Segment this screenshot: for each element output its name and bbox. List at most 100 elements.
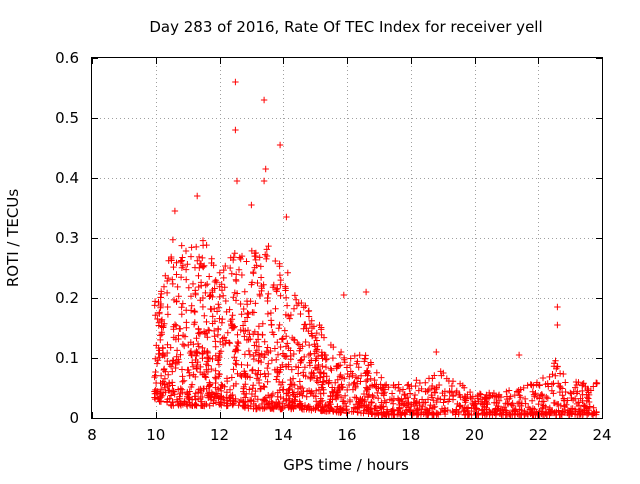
data-point	[265, 242, 272, 250]
data-point	[244, 327, 252, 334]
data-point	[302, 321, 309, 328]
data-point	[549, 371, 556, 378]
y-tick-label: 0.4	[55, 169, 79, 187]
data-point	[305, 313, 313, 320]
data-point	[227, 317, 234, 325]
data-point	[204, 358, 211, 365]
data-point	[251, 393, 259, 400]
data-point	[390, 395, 398, 402]
data-point	[376, 403, 384, 411]
data-point	[158, 331, 165, 338]
data-point	[349, 372, 356, 379]
data-point	[220, 274, 227, 282]
data-point	[467, 395, 475, 402]
data-point	[193, 335, 200, 342]
data-point	[216, 269, 223, 276]
data-point	[371, 411, 379, 418]
data-point	[275, 398, 282, 406]
data-point	[172, 336, 180, 343]
data-point	[552, 372, 559, 379]
data-point	[319, 378, 326, 385]
data-point	[194, 257, 201, 264]
data-point	[283, 396, 290, 404]
data-point	[383, 381, 390, 388]
data-point	[234, 331, 241, 338]
data-point	[261, 338, 268, 345]
data-point	[533, 393, 541, 401]
x-tick-label: 18	[401, 426, 420, 444]
x-tick-label: 12	[210, 426, 229, 444]
data-point	[152, 355, 159, 362]
data-point	[428, 394, 436, 401]
data-point	[535, 381, 543, 389]
data-point	[180, 377, 188, 384]
data-point	[226, 394, 233, 401]
data-point	[584, 385, 592, 393]
data-point	[310, 323, 318, 330]
data-point	[255, 331, 262, 338]
data-point	[528, 397, 536, 404]
data-point	[286, 395, 293, 402]
data-point	[425, 375, 433, 382]
data-point	[284, 340, 291, 347]
data-point	[364, 386, 371, 393]
data-point	[353, 394, 360, 402]
data-point	[302, 338, 309, 346]
data-point	[169, 236, 177, 243]
data-point	[343, 406, 350, 413]
data-point	[568, 394, 575, 402]
data-point	[591, 409, 598, 417]
data-point	[290, 336, 298, 343]
data-point	[235, 266, 243, 273]
data-point	[246, 351, 254, 358]
data-point	[240, 305, 247, 313]
data-point	[301, 364, 309, 371]
data-point	[213, 279, 220, 286]
data-point	[302, 373, 309, 380]
data-point	[468, 405, 475, 412]
data-point	[544, 395, 551, 402]
data-point	[261, 404, 269, 411]
data-point	[348, 408, 355, 415]
data-point	[338, 383, 345, 391]
data-point	[306, 362, 314, 369]
data-point	[336, 351, 343, 358]
data-point	[170, 263, 177, 271]
data-point	[517, 394, 524, 401]
data-point	[334, 388, 342, 396]
data-point	[437, 368, 444, 375]
data-point	[238, 271, 246, 279]
data-point	[378, 374, 385, 381]
data-point	[173, 396, 181, 403]
data-point	[203, 361, 210, 368]
data-point	[466, 411, 473, 418]
data-point	[567, 389, 574, 397]
data-point	[174, 283, 181, 291]
data-point	[416, 379, 424, 387]
data-point	[194, 192, 201, 200]
data-point	[550, 363, 558, 370]
data-point	[489, 392, 496, 399]
data-point	[206, 389, 213, 396]
data-point	[191, 308, 199, 316]
data-point	[546, 373, 553, 381]
data-point	[182, 266, 190, 273]
data-point	[494, 405, 501, 412]
data-point	[179, 262, 187, 269]
data-point	[265, 349, 272, 356]
data-point	[237, 371, 244, 379]
data-point	[195, 326, 202, 333]
data-point	[236, 398, 243, 406]
data-point	[188, 351, 196, 359]
data-point	[283, 390, 290, 397]
data-point	[273, 373, 281, 380]
data-point	[164, 303, 171, 311]
data-point	[164, 277, 171, 285]
data-point	[220, 292, 227, 299]
data-point	[441, 392, 448, 399]
data-point	[191, 319, 198, 326]
data-point	[320, 373, 327, 380]
data-point	[305, 308, 312, 315]
data-points	[151, 78, 601, 419]
